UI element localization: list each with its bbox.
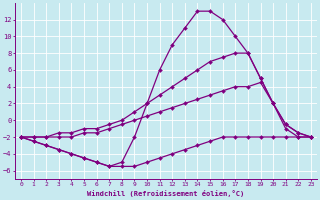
X-axis label: Windchill (Refroidissement éolien,°C): Windchill (Refroidissement éolien,°C) bbox=[87, 190, 244, 197]
